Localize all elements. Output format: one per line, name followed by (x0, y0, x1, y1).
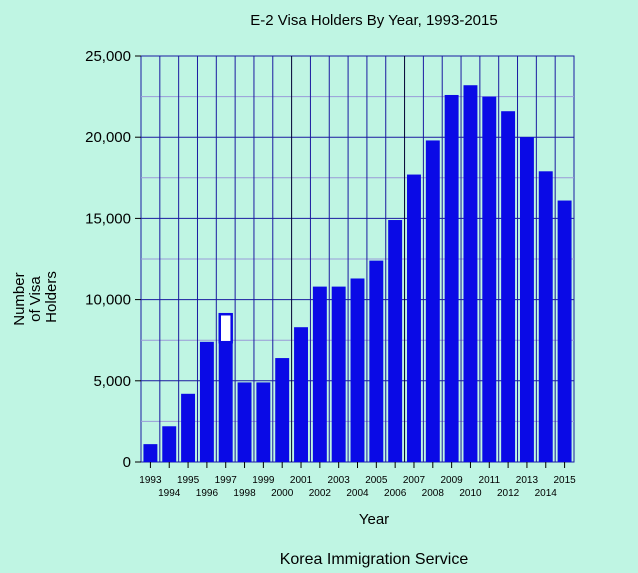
bar-2010 (463, 85, 478, 463)
x-tick-label: 2015 (553, 475, 576, 486)
x-tick-label: 1997 (215, 475, 238, 486)
x-tick-label: 1998 (233, 488, 256, 499)
y-tick-label: 25,000 (85, 48, 131, 65)
x-tick-label: 2007 (403, 475, 426, 486)
x-tick-label: 2005 (365, 475, 388, 486)
y-tick-label: 0 (123, 454, 131, 471)
highlight-box-1997 (218, 312, 233, 344)
bar-1997 (218, 340, 233, 462)
x-tick-label: 1995 (177, 475, 200, 486)
bar-1993 (143, 444, 158, 462)
x-tick-label: 2003 (328, 475, 351, 486)
source-label: Korea Immigration Service (280, 551, 469, 568)
bar-2007 (407, 174, 421, 462)
y-axis-label: Number of Visa Holders (11, 268, 60, 326)
x-axis-ticks: 1993 1994 1995 1996 1997 1998 1999 2000 2001 2002… (139, 462, 576, 499)
y-axis-ticks: 0 5,000 10,000 15,000 20,000 25,000 (85, 48, 141, 471)
y-axis-label-line-3: Holders (43, 271, 60, 323)
x-tick-label: 1996 (196, 488, 219, 499)
bar-2013 (519, 137, 534, 462)
bar-1995 (181, 393, 196, 462)
bar-2001 (294, 327, 308, 462)
y-axis-label-line-2: of Visa (27, 276, 44, 322)
x-tick-label: 2004 (346, 488, 369, 499)
bar-1998 (237, 382, 252, 462)
bar-2015 (557, 200, 572, 462)
bar-2003 (331, 286, 346, 462)
x-tick-label: 2012 (497, 488, 520, 499)
x-tick-label: 2013 (516, 475, 539, 486)
bar-2004 (350, 278, 365, 462)
x-tick-label: 1994 (158, 488, 181, 499)
x-tick-label: 1999 (252, 475, 275, 486)
bar-2005 (369, 260, 384, 462)
x-tick-label: 2010 (459, 488, 482, 499)
bar-1994 (162, 426, 177, 462)
bar-1999 (256, 382, 271, 462)
bar-2000 (275, 358, 290, 462)
y-axis-label-line-1: Number (11, 272, 28, 325)
x-tick-label: 2008 (422, 488, 445, 499)
bar-1996 (199, 341, 214, 462)
bar-2006 (388, 220, 403, 462)
x-tick-label: 2014 (535, 488, 558, 499)
bar-2009 (444, 94, 459, 462)
y-tick-label: 15,000 (85, 210, 131, 227)
y-tick-label: 10,000 (85, 292, 131, 309)
y-tick-label: 5,000 (93, 373, 131, 390)
x-tick-label: 2009 (441, 475, 464, 486)
chart-title: E-2 Visa Holders By Year, 1993-2015 (250, 12, 497, 29)
x-tick-label: 2002 (309, 488, 332, 499)
y-tick-label: 20,000 (85, 129, 131, 146)
bar-2002 (312, 286, 327, 462)
x-axis-label: Year (359, 511, 389, 528)
bar-2011 (482, 96, 497, 462)
x-tick-label: 2000 (271, 488, 294, 499)
x-tick-label: 2001 (290, 475, 313, 486)
x-tick-label: 1993 (139, 475, 162, 486)
bar-2008 (425, 140, 440, 462)
x-tick-label: 2011 (479, 475, 501, 486)
bars (143, 85, 572, 463)
bar-2012 (501, 111, 516, 462)
bar-2014 (538, 171, 553, 462)
x-tick-label: 2006 (384, 488, 407, 499)
